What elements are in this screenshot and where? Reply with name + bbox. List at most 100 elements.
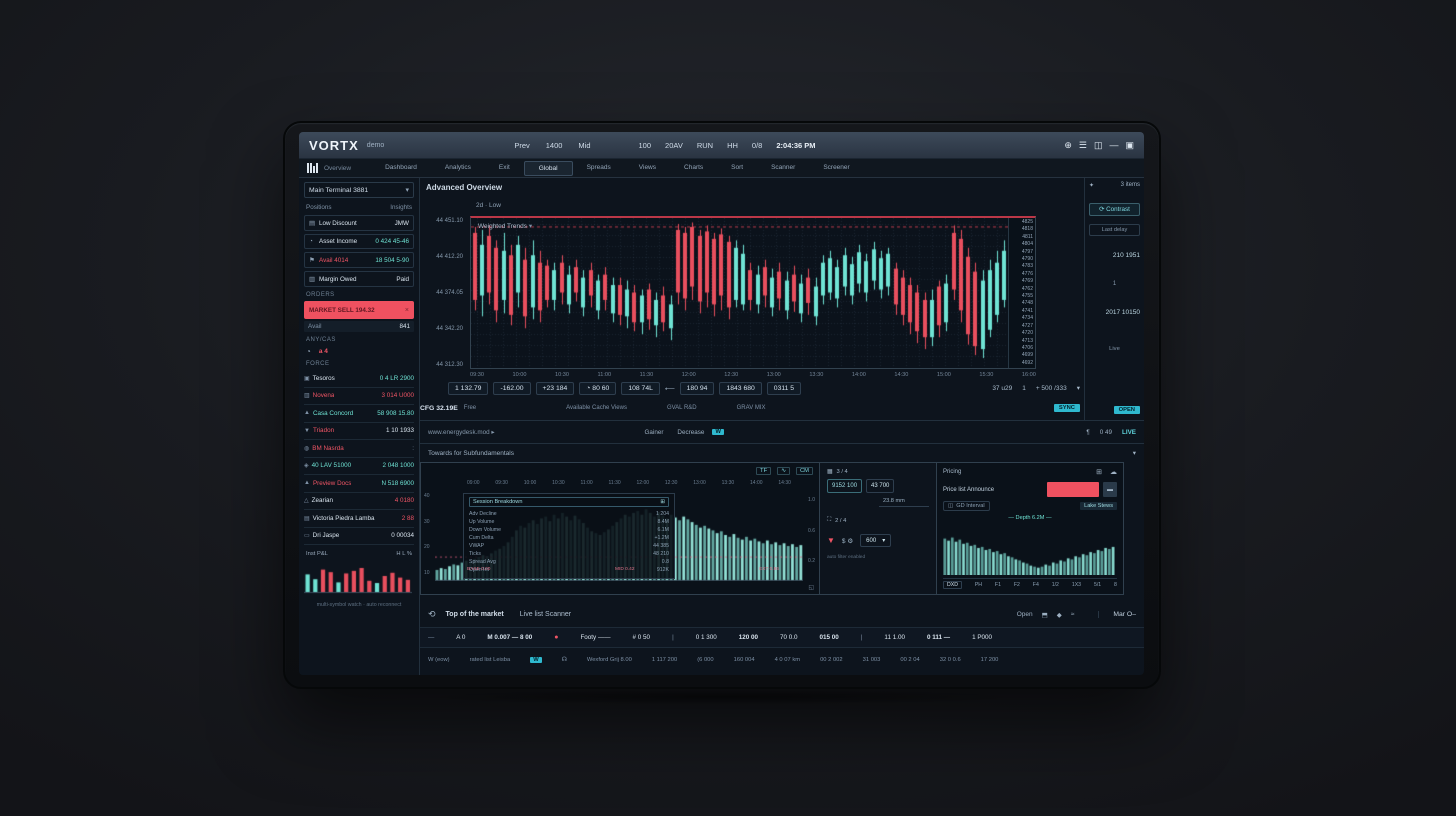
legend-header[interactable]: Session Breakdown ⊞: [469, 497, 669, 507]
announce-red-button[interactable]: [1047, 482, 1099, 497]
sync-badge[interactable]: SYNC: [1053, 404, 1080, 412]
resize-icon[interactable]: ◱: [808, 585, 814, 591]
top-status-item[interactable]: 0/8: [751, 140, 763, 150]
nav-tab[interactable]: Exit: [498, 163, 510, 171]
market-sell-button[interactable]: MARKET SELL 194.32 ×: [304, 301, 414, 319]
window-control-icon[interactable]: ▣: [1125, 139, 1134, 150]
stat-box[interactable]: +23 184: [535, 382, 575, 395]
funnel-icon[interactable]: ▼: [827, 536, 835, 545]
footer-control[interactable]: Open: [1016, 611, 1033, 618]
candlestick-chart[interactable]: Weighted Trends ▾ 4825 4818 4811 4804 4797 47…: [470, 216, 1036, 369]
stat-box[interactable]: 0311 5: [766, 382, 802, 395]
top-status-item[interactable]: 20AV: [665, 140, 683, 150]
time-tick: 13:30: [809, 372, 824, 378]
footer-control[interactable]: ◆: [1056, 611, 1062, 619]
last-update-label[interactable]: Lake Stews: [1080, 502, 1117, 510]
nav-tab[interactable]: Views: [638, 163, 657, 171]
tab-positions[interactable]: Positions: [306, 204, 332, 211]
watchlist-row[interactable]: ◈ 40 LAV 51000 2 048 1000: [304, 458, 414, 475]
stat-box[interactable]: -162.00: [493, 382, 531, 395]
watchlist-row[interactable]: △ Zearian 4 0180: [304, 493, 414, 510]
top-menu-item[interactable]: Mid: [578, 140, 591, 150]
tab-insights[interactable]: Insights: [390, 204, 412, 211]
watchlist-row[interactable]: ▤ Victoria Piedra Lamba 2 88: [304, 510, 414, 528]
watchlist-row[interactable]: ▲ Casa Concord 58 908 15.80: [304, 405, 414, 423]
watchlist-row[interactable]: ▥ Novena 3 014 U000: [304, 388, 414, 405]
nav-tab[interactable]: Global: [523, 160, 573, 176]
contrast-button[interactable]: ⟳ Contrast: [1089, 203, 1140, 216]
value-box-sub[interactable]: 23.8 mm: [879, 496, 929, 507]
panel-icon[interactable]: ∿: [777, 467, 790, 475]
bell-icon[interactable]: ◔: [306, 347, 311, 356]
window-control-icon[interactable]: —: [1109, 140, 1119, 150]
stat-box[interactable]: 1843 680: [719, 382, 762, 395]
value-box-2[interactable]: 43 700: [866, 479, 895, 493]
close-icon[interactable]: ×: [404, 306, 409, 314]
panel-icon[interactable]: ☁: [1110, 469, 1117, 476]
nav-tab[interactable]: Analytics: [444, 163, 471, 171]
panel-icon[interactable]: CM: [795, 467, 813, 475]
quantity-value: 600: [866, 537, 877, 544]
watchlist-row[interactable]: ▼ Triadon 1 10 1933: [304, 423, 414, 440]
panel-icon[interactable]: ⊞: [1096, 469, 1102, 476]
window-control-icon[interactable]: ⊕: [1064, 139, 1072, 150]
footer-control[interactable]: ≈: [1070, 611, 1075, 618]
top-menu-item[interactable]: 1400: [545, 140, 563, 150]
nav-tab[interactable]: Scanner: [771, 163, 796, 171]
nav-tab[interactable]: Sort: [731, 163, 744, 171]
nav-tab[interactable]: Charts: [684, 163, 704, 171]
toolbar-right-item[interactable]: 37 u29: [992, 384, 1013, 392]
volume-profile-panel[interactable]: TF ∿ CM 09:00 09:30 10:00 10:30 11:00 11:30 12:0…: [420, 462, 820, 595]
axis-box[interactable]: DXD: [943, 581, 962, 589]
currency-settings-icons[interactable]: $ ⚙: [841, 537, 854, 545]
collapse-button[interactable]: ▬: [1103, 482, 1117, 497]
top-menu-item[interactable]: Prev: [514, 140, 530, 150]
divider-center-item[interactable]: Gainer: [644, 428, 664, 436]
account-row[interactable]: ⚑ Avail 4014 18 504 5-90: [304, 252, 414, 268]
divider-center-item[interactable]: Decrease: [677, 428, 705, 436]
account-row[interactable]: ▤ Low Discount JMW: [304, 215, 414, 231]
stat-box[interactable]: 180 94: [679, 382, 715, 395]
price-tick-small: 4699: [1021, 352, 1033, 359]
stat-box[interactable]: ◔ 80 60: [579, 382, 617, 395]
interval-chip[interactable]: ◫ GD Interval: [943, 501, 990, 511]
toolbar-right-item[interactable]: 1: [1022, 384, 1026, 392]
toolbar-right-item[interactable]: ▾: [1076, 385, 1080, 392]
window-control-icon[interactable]: ◫: [1093, 139, 1103, 150]
delay-box[interactable]: Last delay: [1089, 224, 1140, 236]
chevron-down-icon[interactable]: ▾: [1132, 450, 1136, 457]
nav-tab[interactable]: Screener: [823, 163, 850, 171]
chart-series-title[interactable]: Weighted Trends ▾: [478, 222, 532, 230]
nav-tab[interactable]: Dashboard: [385, 163, 417, 171]
toolbar-right-item[interactable]: + 500 /333: [1035, 384, 1067, 392]
top-status-item[interactable]: 100: [638, 140, 652, 150]
stat-box[interactable]: 1 132.79: [448, 382, 489, 395]
mode-label[interactable]: www.energydesk.mod ▸: [428, 428, 495, 436]
account-row[interactable]: ▥ Margin Owed Paid: [304, 271, 414, 287]
watchlist-row[interactable]: ▲ Preview Docs N 518 6900: [304, 475, 414, 493]
star-icon[interactable]: ✦: [1089, 183, 1095, 189]
refresh-icon[interactable]: ⟲: [428, 609, 436, 619]
axis-tick: PH: [974, 582, 983, 588]
top-status-item[interactable]: HH: [727, 140, 738, 150]
time-tick: 12:30: [664, 480, 678, 486]
open-badge[interactable]: OPEN: [1113, 406, 1140, 414]
panel-icon[interactable]: TF: [756, 467, 772, 475]
nav-tab[interactable]: Spreads: [586, 163, 611, 171]
watchlist-row[interactable]: ▭ Dri Jaspe 0 00034: [304, 528, 414, 545]
status-item: GRAV MIX: [736, 405, 766, 411]
account-row[interactable]: ◔ Asset Income 0 424 45-46: [304, 234, 414, 249]
top-status-item[interactable]: RUN: [696, 140, 714, 150]
symbol-icon: ◈: [304, 463, 309, 470]
arrow-left-icon[interactable]: ⟵: [664, 385, 675, 393]
window-control-icon[interactable]: ☰: [1078, 139, 1087, 150]
stat-box[interactable]: 108 74L: [621, 382, 660, 395]
watchlist-row[interactable]: ◍ BM Nasrda :: [304, 440, 414, 458]
footer-control[interactable]: ⬒: [1041, 611, 1048, 619]
symbol-name: Victoria Piedra Lamba: [312, 514, 375, 522]
row-label: Margin Owed: [319, 275, 357, 283]
value-box-1[interactable]: 9152 100: [827, 479, 863, 493]
instrument-selector[interactable]: Main Terminal 3881 ▾: [304, 182, 414, 198]
watchlist-row[interactable]: ▣ Tesoros 0 4 LR 2900: [304, 370, 414, 388]
quantity-select[interactable]: 600 ▾: [860, 534, 892, 547]
